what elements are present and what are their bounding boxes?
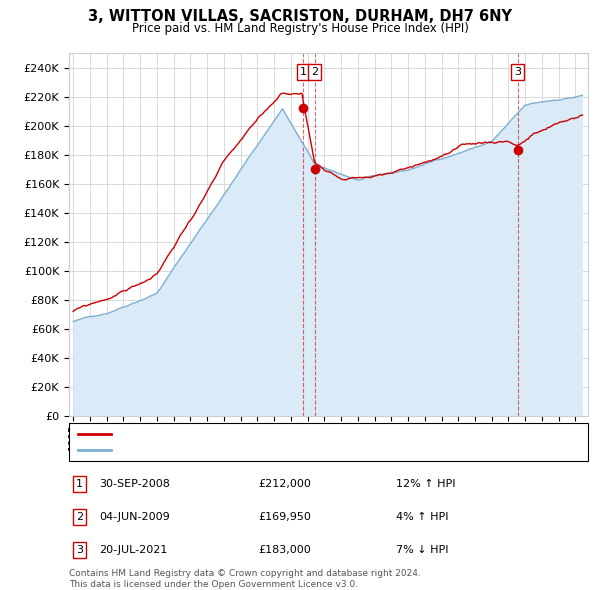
Text: Contains HM Land Registry data © Crown copyright and database right 2024.
This d: Contains HM Land Registry data © Crown c… — [69, 569, 421, 589]
Text: 1: 1 — [300, 67, 307, 77]
Text: 7% ↓ HPI: 7% ↓ HPI — [396, 545, 449, 555]
Text: 2: 2 — [76, 512, 83, 522]
Text: 3: 3 — [514, 67, 521, 77]
Text: 30-SEP-2008: 30-SEP-2008 — [99, 479, 170, 489]
Text: £212,000: £212,000 — [258, 479, 311, 489]
Text: 20-JUL-2021: 20-JUL-2021 — [99, 545, 167, 555]
Text: 3: 3 — [76, 545, 83, 555]
Text: 3, WITTON VILLAS, SACRISTON, DURHAM, DH7 6NY (detached house): 3, WITTON VILLAS, SACRISTON, DURHAM, DH7… — [117, 429, 478, 439]
Text: 04-JUN-2009: 04-JUN-2009 — [99, 512, 170, 522]
Text: 4% ↑ HPI: 4% ↑ HPI — [396, 512, 449, 522]
Text: £183,000: £183,000 — [258, 545, 311, 555]
Text: Price paid vs. HM Land Registry's House Price Index (HPI): Price paid vs. HM Land Registry's House … — [131, 22, 469, 35]
Text: 2: 2 — [311, 67, 318, 77]
Text: HPI: Average price, detached house, County Durham: HPI: Average price, detached house, Coun… — [117, 445, 392, 455]
Text: 3, WITTON VILLAS, SACRISTON, DURHAM, DH7 6NY: 3, WITTON VILLAS, SACRISTON, DURHAM, DH7… — [88, 9, 512, 24]
Text: 1: 1 — [76, 479, 83, 489]
Text: 12% ↑ HPI: 12% ↑ HPI — [396, 479, 455, 489]
Text: £169,950: £169,950 — [258, 512, 311, 522]
